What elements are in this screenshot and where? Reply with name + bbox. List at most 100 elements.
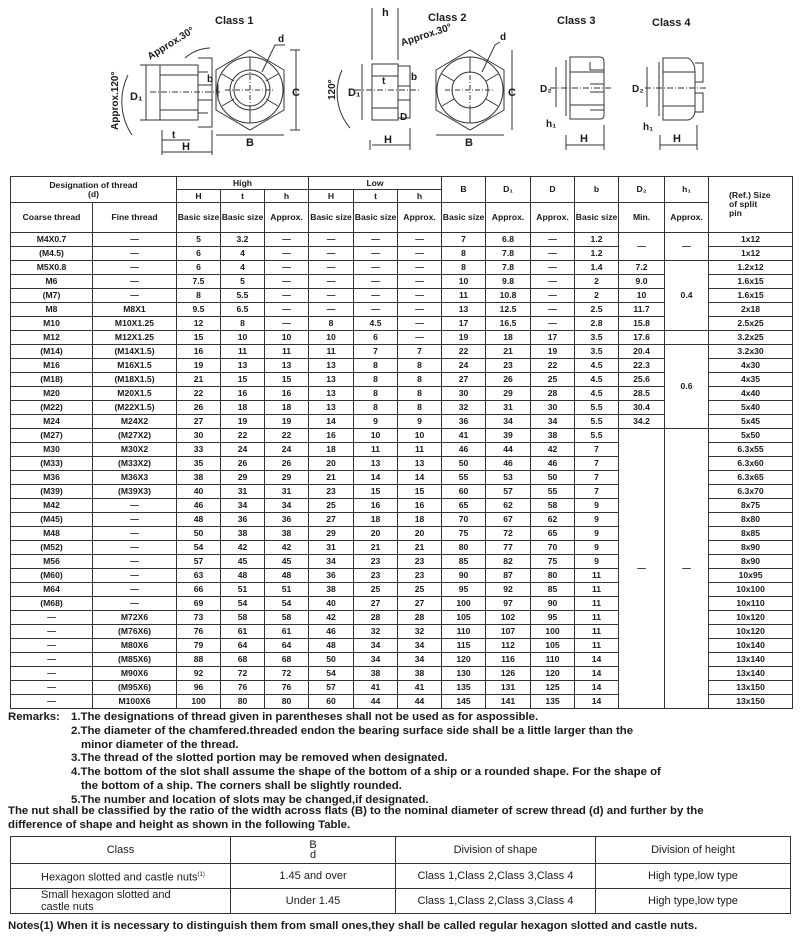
split-pin-cell: 6.3x65 — [708, 470, 794, 485]
class-cell: Hexagon slotted and castle nuts(1) — [10, 863, 231, 889]
b-cell: 14 — [574, 666, 620, 681]
B-cell: 55 — [441, 470, 487, 485]
B-cell: 120 — [441, 652, 487, 667]
D2-cell: 34.2 — [618, 414, 666, 429]
remark-item: 1.The designations of thread given in pa… — [71, 711, 539, 723]
low-t-cell: 34 — [353, 638, 399, 653]
D-cell: 75 — [530, 554, 576, 569]
class1-b-label: b — [207, 74, 213, 85]
ratio-cell: 1.45 and over — [230, 863, 396, 889]
coarse-thread-cell: M12 — [10, 330, 93, 345]
low-t-cell: 23 — [353, 554, 399, 569]
low-h-cell: 7 — [397, 344, 443, 359]
low-H-cell: 57 — [308, 680, 355, 695]
coarse-thread-cell: — — [10, 652, 93, 667]
table-row: — M90X6 92 72 72 54 38 38 130 126 120 14 13x140 — [10, 666, 794, 681]
split-pin-cell: 1x12 — [708, 246, 794, 261]
table-row: — M80X6 79 64 64 48 34 34 115 112 105 11 10x140 — [10, 638, 794, 653]
D-cell: 50 — [530, 470, 576, 485]
high-h-cell: — — [263, 274, 310, 289]
D-cell: 120 — [530, 666, 576, 681]
header-min: Min. — [618, 202, 666, 233]
B-cell: 13 — [441, 302, 487, 317]
low-t-cell: — — [353, 274, 399, 289]
low-t-cell: — — [353, 302, 399, 317]
low-t-cell: 16 — [353, 498, 399, 513]
high-H-cell: 38 — [176, 470, 221, 485]
D2-cell: 25.6 — [618, 372, 666, 387]
b-cell: 9 — [574, 540, 620, 555]
low-t-cell: 10 — [353, 428, 399, 443]
low-h-cell: 21 — [397, 540, 443, 555]
high-h-cell: 15 — [263, 372, 310, 387]
high-H-cell: 16 — [176, 344, 221, 359]
header-split-pin: (Ref.) Size of split pin — [708, 176, 794, 233]
height-cell: High type,low type — [595, 888, 791, 914]
high-H-cell: 92 — [176, 666, 221, 681]
fine-thread-cell: M90X6 — [92, 666, 177, 681]
low-H-cell: 13 — [308, 386, 355, 401]
low-t-cell: 8 — [353, 400, 399, 415]
table-row: M64—66 51 51 38 25 25 95 92 85 11 10x100 — [10, 582, 794, 597]
class4-title: Class 4 — [652, 17, 691, 29]
h1-cell: 0.6 — [664, 344, 710, 429]
B-cell: 70 — [441, 512, 487, 527]
high-t-cell: 4 — [220, 246, 265, 261]
remarks-label: Remarks: — [8, 711, 60, 723]
class2-c-label: C — [508, 87, 516, 99]
low-t-cell: 27 — [353, 596, 399, 611]
high-H-cell: 35 — [176, 456, 221, 471]
b-cell: 5.5 — [574, 428, 620, 443]
D-cell: — — [530, 274, 576, 289]
b-cell: 9 — [574, 498, 620, 513]
fine-thread-cell: (M27X2) — [92, 428, 177, 443]
class2-d-label: d — [500, 32, 506, 43]
split-pin-cell: 10x95 — [708, 568, 794, 583]
low-t-cell: 44 — [353, 694, 399, 709]
header-B: B — [441, 176, 487, 203]
D1-cell: 21 — [485, 344, 532, 359]
table-row: M42—46 34 34 25 16 16 65 62 58 9 8x75 — [10, 498, 794, 513]
D1-cell: 18 — [485, 330, 532, 345]
B-cell: 100 — [441, 596, 487, 611]
split-pin-cell: 4x30 — [708, 358, 794, 373]
D2-cell: — — [618, 428, 666, 709]
B-cell: 90 — [441, 568, 487, 583]
split-pin-cell: 10x100 — [708, 582, 794, 597]
B-cell: 115 — [441, 638, 487, 653]
D-cell: 38 — [530, 428, 576, 443]
class2-d-label-side: D — [400, 112, 407, 123]
high-H-cell: 96 — [176, 680, 221, 695]
high-h-cell: 72 — [263, 666, 310, 681]
high-h-cell: 13 — [263, 358, 310, 373]
coarse-thread-cell: (M27) — [10, 428, 93, 443]
fine-thread-cell: — — [92, 512, 177, 527]
low-H-cell: 18 — [308, 442, 355, 457]
class4-drawing: Class 4 D₂ h₁ H — [632, 17, 708, 150]
high-H-cell: 33 — [176, 442, 221, 457]
high-h-cell: 22 — [263, 428, 310, 443]
D-cell: — — [530, 232, 576, 247]
high-t-cell: 58 — [220, 610, 265, 625]
D1-cell: 26 — [485, 372, 532, 387]
low-h-cell: — — [397, 330, 443, 345]
high-h-cell: 58 — [263, 610, 310, 625]
low-H-cell: — — [308, 302, 355, 317]
h1-cell: — — [664, 232, 710, 261]
split-pin-cell: 8x90 — [708, 554, 794, 569]
table-body: M4X0.7—5 3.2— — — —7 6.8—1.2— —1x12 (M4.5) —6 4— —… — [10, 232, 794, 709]
low-h-cell: 23 — [397, 554, 443, 569]
B-cell: 19 — [441, 330, 487, 345]
D2-cell: 30.4 — [618, 400, 666, 415]
dimensions-table: Designation of thread (d) High Low B D₁ D… — [10, 176, 794, 709]
low-t-cell: 13 — [353, 456, 399, 471]
low-H-cell: 13 — [308, 400, 355, 415]
coarse-thread-cell: (M4.5) — [10, 246, 93, 261]
high-h-cell: 64 — [263, 638, 310, 653]
high-h-cell: 48 — [263, 568, 310, 583]
b-cell: 2.5 — [574, 302, 620, 317]
header-high-H: H — [176, 189, 221, 203]
low-t-cell: 8 — [353, 386, 399, 401]
